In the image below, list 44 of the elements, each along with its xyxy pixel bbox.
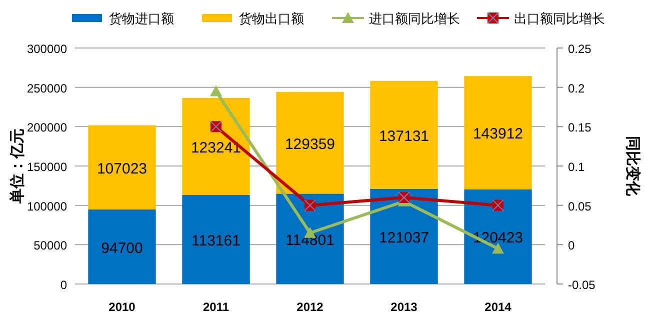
- y-tick-label: 100000: [26, 199, 68, 214]
- bar: [464, 76, 532, 190]
- legend-label: 出口额同比增长: [514, 11, 605, 26]
- x-tick-label: 2010: [108, 300, 136, 314]
- data-label: 113161: [192, 232, 240, 250]
- legend-label: 货物进口额: [109, 11, 174, 26]
- y-tick-label: 300000: [26, 42, 68, 56]
- legend-label: 货物出口额: [239, 11, 304, 26]
- bar: [370, 80, 438, 189]
- bar: [276, 92, 344, 194]
- bar: [370, 188, 438, 284]
- data-label: 143912: [472, 126, 524, 143]
- data-label: 94700: [101, 240, 143, 257]
- data-label: 121037: [378, 229, 430, 246]
- y-tick-label: 200000: [26, 120, 68, 135]
- data-label: 107023: [96, 160, 148, 178]
- bar: [276, 194, 344, 284]
- data-label: 123241: [190, 140, 242, 157]
- bar: [88, 125, 156, 210]
- point: [210, 85, 222, 96]
- y-tick-label: 150000: [26, 160, 68, 174]
- y2-tick-label: -0.05: [568, 278, 596, 292]
- x-tick-label: 2014: [484, 300, 512, 314]
- y2-tick-label: 0.25: [568, 42, 592, 56]
- y2-tick-label: 0.1: [568, 160, 586, 174]
- y2-axis-title: 同比变化: [624, 136, 642, 197]
- y2-tick-label: 0.15: [568, 120, 592, 135]
- bar: [182, 98, 250, 195]
- bar: [182, 194, 250, 284]
- legend-label: 进口额同比增长: [369, 11, 460, 26]
- x-tick-label: 2011: [202, 300, 230, 314]
- y-axis-title: 单位：亿元: [9, 128, 26, 204]
- data-label: 137131: [378, 128, 430, 145]
- bar: [88, 210, 156, 284]
- bar: [464, 189, 532, 284]
- y2-tick-label: 0: [568, 238, 575, 253]
- data-label: 129359: [284, 136, 336, 153]
- y2-tick-label: 0.2: [568, 81, 586, 96]
- y-tick-label: 250000: [26, 81, 68, 96]
- y-tick-label: 0: [60, 278, 68, 292]
- x-tick-label: 2013: [390, 300, 418, 314]
- y-tick-label: 50000: [34, 238, 68, 253]
- y2-tick-label: 0.05: [568, 199, 592, 214]
- x-tick-label: 2012: [296, 300, 324, 314]
